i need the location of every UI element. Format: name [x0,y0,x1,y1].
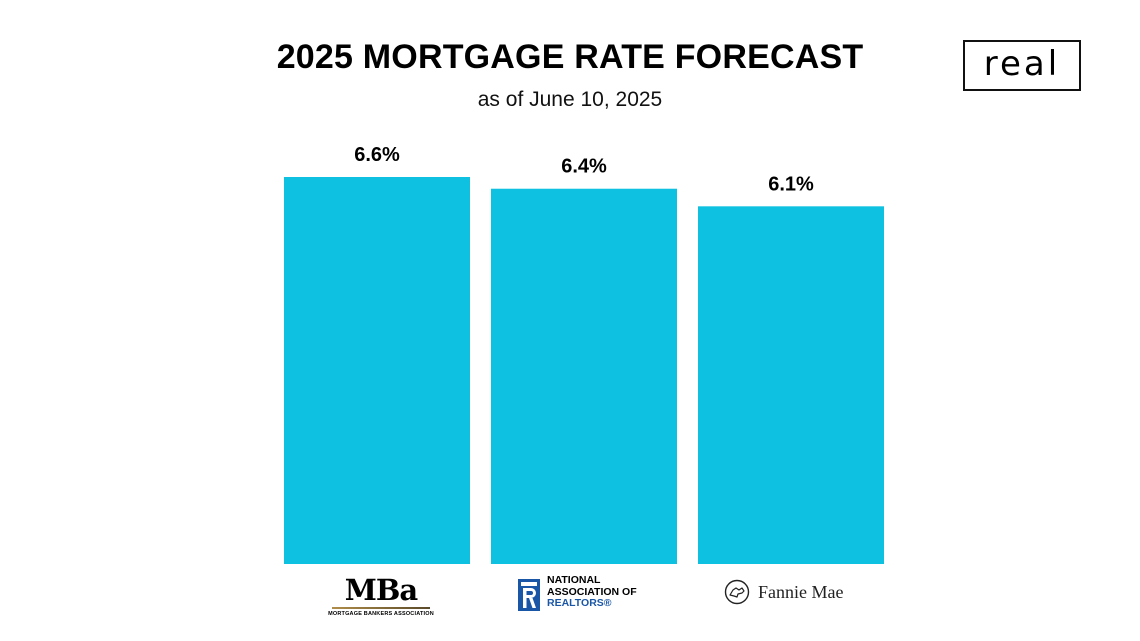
fannie-mae-house-icon [724,579,750,605]
nar-line-3: REALTORS® [547,597,612,609]
nar-logo: NATIONAL ASSOCIATION OF REALTORS® [518,574,668,623]
bar-2 [491,188,677,564]
chart-title: 2025 MORTGAGE RATE FORECAST [276,38,864,76]
nar-line-1: NATIONAL [547,574,601,586]
fannie-mae-logo: Fannie Mae [724,575,864,609]
bar-1 [284,177,470,564]
mba-full-name: MORTGAGE BANKERS ASSOCIATION [328,611,434,617]
realtor-r-icon [518,579,540,611]
brand-logo: real [963,40,1081,91]
bar-3 [698,206,884,564]
mba-underline [332,607,430,609]
chart-subtitle: as of June 10, 2025 [477,88,663,111]
nar-line-2: ASSOCIATION OF [547,585,637,598]
mba-logo: MBa MORTGAGE BANKERS ASSOCIATION [328,575,434,623]
bar-value-label-2: 6.4% [561,156,607,178]
bar-value-label-3: 6.1% [768,173,814,195]
mba-mark: MBa [344,573,418,607]
fannie-mae-name: Fannie Mae [758,581,844,602]
bar-value-label-1: 6.6% [354,144,400,166]
